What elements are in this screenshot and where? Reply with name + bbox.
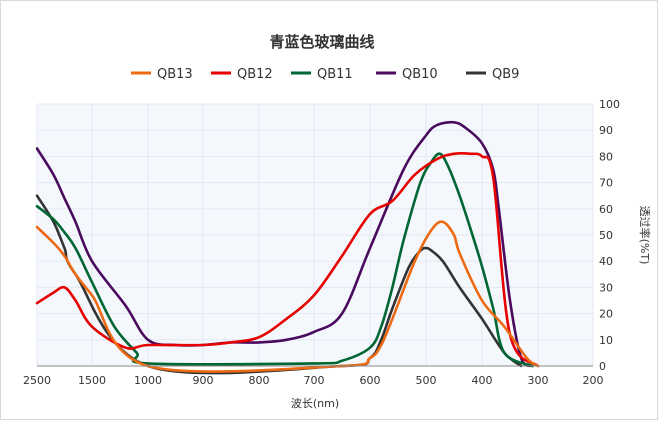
y-axis-title: 透过率(%T) xyxy=(638,206,652,265)
y-tick-label: 0 xyxy=(599,360,606,373)
x-tick-label: 300 xyxy=(528,374,549,387)
x-tick-label: 800 xyxy=(249,374,270,387)
series-line-qb13 xyxy=(35,220,540,373)
y-tick-label: 70 xyxy=(599,177,613,190)
x-tick-label: 500 xyxy=(416,374,437,387)
legend-item-qb12: QB12 xyxy=(211,67,273,82)
legend-item-qb11: QB11 xyxy=(291,67,353,82)
x-tick-label: 700 xyxy=(304,374,325,387)
series-line-qb12 xyxy=(35,151,540,368)
series-line-qb11 xyxy=(35,152,534,368)
x-tick-label: 2500 xyxy=(23,374,51,387)
legend-item-qb13: QB13 xyxy=(131,67,193,82)
x-tick-label: 600 xyxy=(360,374,381,387)
legend-item-qb10: QB10 xyxy=(376,67,438,82)
x-tick-label: 900 xyxy=(193,374,214,387)
y-tick-label: 50 xyxy=(599,229,613,242)
legend-label: QB13 xyxy=(157,67,193,82)
legend-label: QB11 xyxy=(317,67,353,82)
y-tick-label: 20 xyxy=(599,308,613,321)
series-line-qb10 xyxy=(35,120,534,368)
legend-item-qb9: QB9 xyxy=(466,67,519,82)
x-tick-label: 1000 xyxy=(134,374,162,387)
legend-label: QB12 xyxy=(237,67,273,82)
x-tick-label: 1500 xyxy=(78,374,106,387)
y-tick-label: 90 xyxy=(599,124,613,137)
chart-svg: 0 10 20 30 40 50 60 70 80 90 100 200 300 400 500 600 700… xyxy=(23,33,652,410)
x-tick-label: 400 xyxy=(472,374,493,387)
legend-label: QB9 xyxy=(492,67,519,82)
y-tick-label: 60 xyxy=(599,203,613,216)
y-tick-label: 10 xyxy=(599,334,613,347)
x-tick-label: 200 xyxy=(583,374,604,387)
y-tick-label: 30 xyxy=(599,281,613,294)
legend-label: QB10 xyxy=(402,67,438,82)
x-axis-title: 波长(nm) xyxy=(291,397,339,410)
y-tick-label: 80 xyxy=(599,150,613,163)
y-tick-label: 100 xyxy=(599,98,620,111)
y-tick-label: 40 xyxy=(599,255,613,268)
chart-title: 青蓝色玻璃曲线 xyxy=(269,33,374,51)
